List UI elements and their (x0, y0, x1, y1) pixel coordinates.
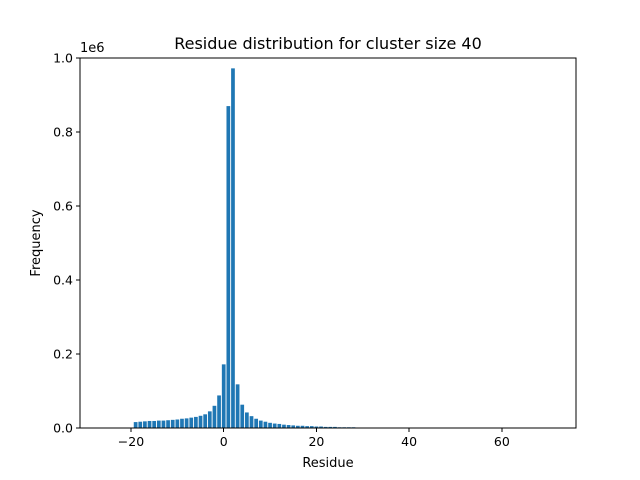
bar (305, 426, 309, 428)
y-tick-label: 0.6 (53, 199, 73, 214)
bar (138, 421, 143, 428)
bar (147, 420, 152, 428)
plot-frame (79, 57, 577, 429)
bar (258, 420, 263, 428)
bar (231, 68, 235, 429)
bar (309, 426, 314, 428)
bar (212, 405, 217, 428)
bar (249, 416, 254, 428)
bar (221, 364, 226, 428)
bar (333, 426, 337, 428)
bar (175, 419, 180, 428)
y-axis-label: Frequency (29, 209, 44, 276)
bar (133, 422, 138, 428)
bar (226, 106, 231, 428)
bar (314, 426, 319, 428)
bar (170, 419, 175, 428)
bar-series (129, 68, 435, 429)
bar (198, 415, 203, 428)
bar (296, 425, 300, 428)
bar (143, 421, 147, 428)
bar (263, 421, 268, 428)
bar (203, 414, 208, 428)
bar (180, 418, 184, 428)
y-axis-offset-label: 1e6 (80, 41, 105, 56)
y-tick-label: 0.2 (53, 347, 73, 362)
x-axis-ticks: −20 0 20 40 60 (118, 428, 510, 449)
chart-title: Residue distribution for cluster size 40 (174, 34, 482, 53)
bar (254, 418, 259, 428)
bar (282, 424, 286, 428)
bar (240, 404, 245, 428)
bar (235, 384, 240, 428)
x-tick-label: 40 (401, 434, 417, 449)
bar (189, 417, 194, 428)
bar (245, 412, 249, 428)
bar (207, 411, 212, 428)
bar (300, 425, 305, 428)
bar (272, 423, 277, 428)
y-tick-label: 0.4 (53, 273, 73, 288)
bar (161, 420, 166, 428)
bar (277, 423, 282, 428)
y-tick-label: 1.0 (53, 51, 73, 66)
bar (328, 426, 333, 428)
x-axis-label: Residue (302, 456, 353, 471)
bar (194, 416, 198, 428)
x-tick-label: −20 (118, 434, 144, 449)
bar (323, 426, 328, 428)
bar (217, 395, 221, 428)
bar (184, 418, 189, 428)
bar (268, 422, 272, 428)
bar (286, 425, 291, 428)
x-tick-label: 20 (308, 434, 324, 449)
bar (152, 420, 157, 428)
bar (156, 420, 161, 428)
x-tick-label: 0 (220, 434, 228, 449)
y-axis-ticks: 0.0 0.2 0.4 0.6 0.8 1.0 (53, 51, 80, 436)
bar (166, 420, 170, 428)
y-tick-label: 0.0 (53, 421, 73, 436)
bar (291, 425, 296, 428)
y-tick-label: 0.8 (53, 125, 73, 140)
x-tick-label: 60 (494, 434, 510, 449)
bar (319, 426, 323, 428)
